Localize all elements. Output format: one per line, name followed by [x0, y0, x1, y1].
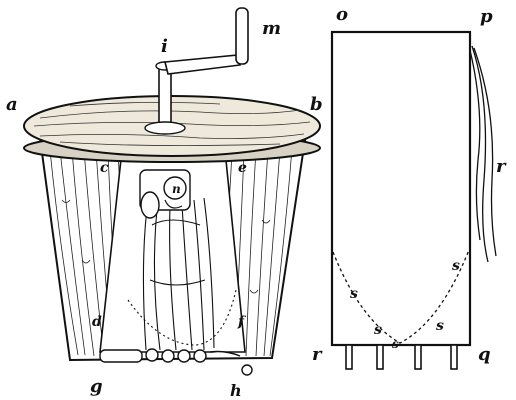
lid-grain [33, 102, 311, 146]
label-a: a [6, 94, 18, 115]
label-s-left-mid: s [374, 322, 382, 338]
wood-grain [49, 147, 293, 357]
label-s-right-low: s [436, 318, 444, 334]
label-d: d [92, 314, 102, 330]
foot-knob-h [241, 364, 253, 376]
label-q: q [478, 344, 491, 365]
section-frame [330, 30, 472, 347]
label-m: m [262, 18, 281, 39]
label-c: c [100, 160, 109, 176]
label-e: e [238, 160, 247, 176]
label-r-right: r [496, 156, 507, 177]
label-s-right-top: s [452, 258, 460, 274]
section-legs [345, 344, 458, 370]
label-f: f [237, 314, 247, 330]
churn-apparatus: a b c d e f g h i m n [6, 7, 323, 400]
label-h: h [230, 381, 242, 400]
hanging-strings [469, 45, 497, 263]
label-i: i [161, 36, 168, 57]
crank-arm [163, 54, 241, 75]
label-s-bottom: s [392, 337, 399, 351]
section-view: o p r r q s s s s s [312, 4, 507, 370]
gear-mechanism [139, 169, 191, 219]
label-g: g [90, 376, 103, 397]
label-r-bottom: r [312, 344, 323, 365]
bottom-rollers [99, 348, 241, 363]
label-b: b [310, 94, 323, 115]
label-p: p [480, 6, 493, 27]
crank-shaft [158, 67, 172, 131]
tub-body [38, 136, 307, 362]
crank [144, 7, 249, 135]
label-o: o [336, 4, 348, 25]
dashed-curve [332, 249, 470, 344]
crank-handle [235, 7, 249, 65]
label-n: n [172, 182, 181, 196]
dasher-bag [127, 197, 237, 351]
label-s-left-top: s [350, 286, 358, 302]
